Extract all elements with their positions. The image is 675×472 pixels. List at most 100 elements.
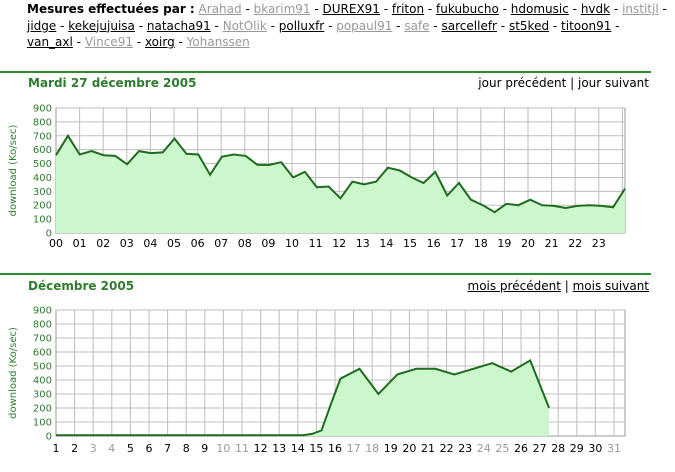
x-tick-label: 11 [309,237,323,250]
user-link-st5ked[interactable]: st5ked [508,18,550,33]
user-separator: - [72,35,85,50]
user-link-popaul91[interactable]: popaul91 [336,18,393,33]
x-tick-label: 13 [356,237,370,250]
month-title: Décembre 2005 [28,279,135,293]
y-tick-label: 200 [33,201,52,212]
user-separator: - [379,2,392,16]
x-tick-label: 09 [261,237,275,250]
user-link-polluxfr[interactable]: polluxfr [278,18,325,33]
user-separator: - [496,18,509,33]
user-list: Arahad - bkarim91 - DUREX91 - friton - f… [27,2,667,49]
user-link-xoirg[interactable]: xoirg [144,35,175,50]
user-link-sarcellefr[interactable]: sarcellefr [441,18,497,33]
x-tick-label: 6 [146,442,153,455]
x-tick-label: 07 [214,237,228,250]
x-tick-label: 04 [143,237,157,250]
x-tick-label: 00 [49,237,63,250]
x-tick-label: 5 [127,442,134,455]
y-tick-label: 800 [33,320,52,331]
x-tick-label: 29 [570,442,584,455]
prev-day-link[interactable]: jour précédent [478,76,567,90]
user-link-titoon91[interactable]: titoon91 [561,18,612,33]
x-tick-label: 12 [332,237,346,250]
x-tick-label: 4 [108,442,115,455]
x-tick-label: 10 [216,442,230,455]
x-tick-label: 16 [328,442,342,455]
x-tick-label: 17 [450,237,464,250]
x-tick-label: 20 [402,442,416,455]
x-tick-label: 2 [71,442,78,455]
x-tick-label: 02 [96,237,110,250]
next-day-link[interactable]: jour suivant [578,76,649,90]
x-tick-label: 18 [365,442,379,455]
user-separator: - [134,18,147,33]
y-tick-label: 700 [33,334,52,345]
user-link-hvdk[interactable]: hvdk [580,2,611,16]
y-tick-label: 100 [33,418,52,429]
prev-month-link[interactable]: mois précédent [467,279,561,293]
x-tick-label: 20 [521,237,535,250]
user-separator: - [266,18,279,33]
x-tick-label: 19 [497,237,511,250]
user-separator: - [392,18,405,33]
user-separator: - [498,2,511,16]
user-separator: - [568,2,581,16]
user-link-bkarim91[interactable]: bkarim91 [253,2,311,16]
y-tick-label: 400 [33,376,52,387]
user-link-vince91[interactable]: Vince91 [84,35,133,50]
user-link-fukubucho[interactable]: fukubucho [436,2,499,16]
x-tick-label: 7 [164,442,171,455]
x-tick-label: 9 [201,442,208,455]
x-tick-label: 1 [53,442,60,455]
y-tick-label: 400 [33,173,52,184]
user-link-friton[interactable]: friton [391,2,425,16]
user-separator: - [610,2,623,16]
x-tick-label: 23 [592,237,606,250]
x-tick-label: 23 [458,442,472,455]
y-tick-label: 300 [33,187,52,198]
user-link-natacha91[interactable]: natacha91 [146,18,211,33]
x-tick-label: 25 [495,442,509,455]
x-tick-label: 24 [477,442,491,455]
user-separator: - [424,2,437,16]
x-tick-label: 08 [238,237,252,250]
user-separator: - [210,18,223,33]
user-separator: - [324,18,337,33]
user-link-notolik[interactable]: NotOlik [222,18,267,33]
x-tick-label: 3 [90,442,97,455]
x-tick-label: 14 [291,442,305,455]
y-tick-label: 0 [46,229,52,240]
x-tick-label: 11 [235,442,249,455]
x-tick-label: 01 [73,237,87,250]
user-separator: - [611,18,620,33]
divider-top [0,71,651,73]
user-separator: - [56,18,69,33]
user-link-institjl[interactable]: institjl [622,2,659,16]
y-tick-label: 600 [33,145,52,156]
user-link-safe[interactable]: safe [404,18,430,33]
user-link-van-axl[interactable]: van_axl [27,35,73,50]
month-nav-separator: | [564,279,569,293]
y-tick-label: 800 [33,117,52,128]
user-link-arahad[interactable]: Arahad [198,2,242,16]
user-link-yohanssen[interactable]: Yohanssen [186,35,250,50]
x-tick-label: 17 [347,442,361,455]
x-tick-label: 19 [384,442,398,455]
user-link-hdomusic[interactable]: hdomusic [510,2,569,16]
measures-title: Mesures effectuées par : [27,2,195,16]
user-link-jidge[interactable]: jidge [27,18,57,33]
user-link-kekejujuisa[interactable]: kekejujuisa [68,18,135,33]
series-line [56,358,551,437]
user-separator: - [174,35,187,50]
y-axis-title: download (Ko/sec) [8,327,19,419]
user-separator: - [310,2,323,16]
x-tick-label: 06 [191,237,205,250]
x-tick-label: 28 [551,442,565,455]
divider-middle [0,273,651,275]
x-tick-label: 22 [440,442,454,455]
next-month-link[interactable]: mois suivant [572,279,649,293]
user-link-durex91[interactable]: DUREX91 [322,2,380,16]
day-chart: 0 100 200 300 400 500 600 700 800 900 00 01 02 03 04 05… [8,104,626,250]
y-tick-label: 900 [33,306,52,317]
y-tick-label: 0 [46,432,52,443]
